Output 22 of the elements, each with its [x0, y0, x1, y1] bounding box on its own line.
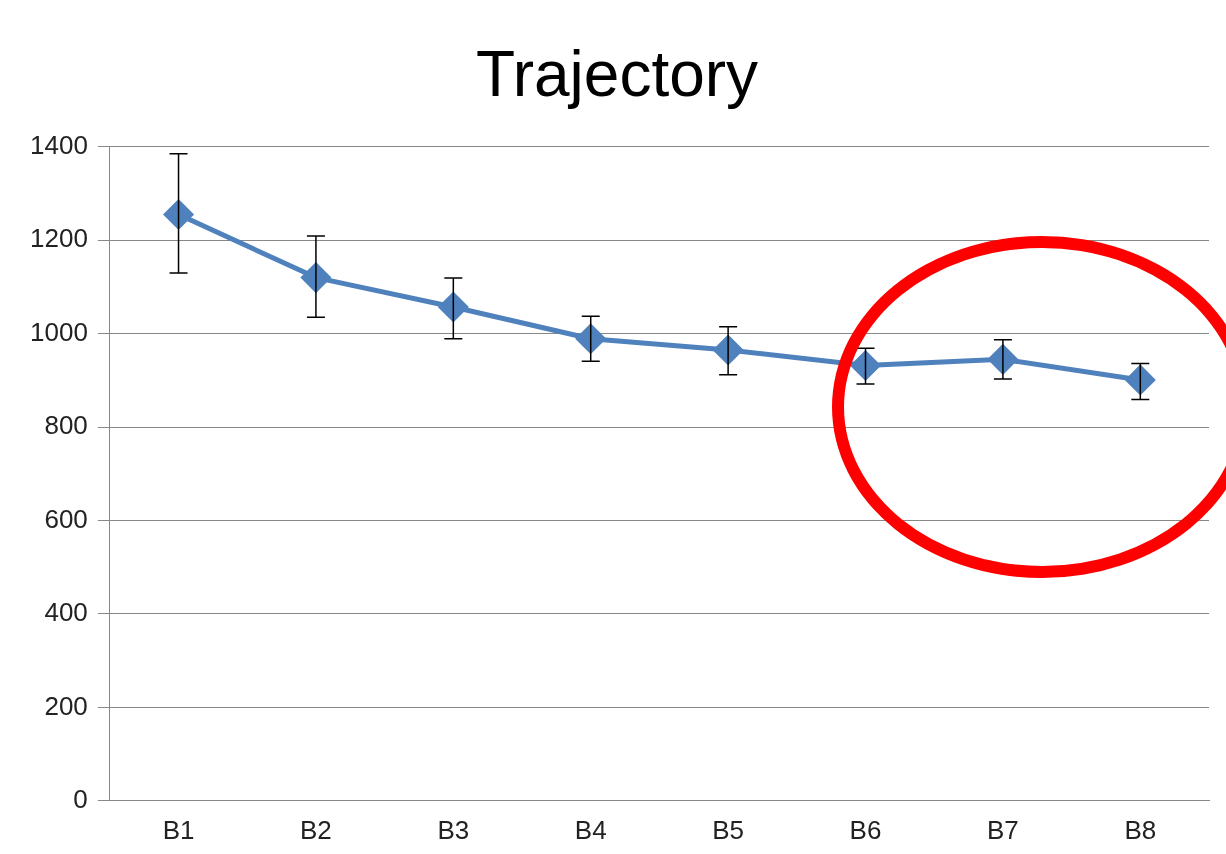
- x-tick-label: B7: [987, 814, 1019, 845]
- y-tick-label: 0: [73, 783, 88, 814]
- y-tick-label: 800: [44, 410, 88, 441]
- x-tick-label: B8: [1124, 814, 1157, 845]
- y-tick-label: 1400: [30, 129, 88, 160]
- y-tick-label: 600: [44, 503, 88, 534]
- y-tick-label: 1000: [30, 316, 88, 347]
- x-tick-label: B5: [712, 814, 745, 845]
- point: [576, 324, 606, 354]
- point: [1125, 365, 1155, 395]
- point: [851, 350, 881, 380]
- x-tick-label: B1: [162, 814, 195, 845]
- point: [438, 292, 468, 322]
- x-tick-label: B6: [849, 814, 882, 845]
- x-tick-label: B4: [574, 814, 607, 845]
- y-tick-label: 400: [44, 597, 88, 628]
- x-tick-label: B2: [300, 814, 332, 845]
- y-tick-label: 1200: [30, 223, 88, 254]
- y-tick-label: 200: [44, 690, 88, 721]
- chart-title: Trajectory: [475, 38, 759, 111]
- x-tick-label: B3: [437, 814, 470, 845]
- point: [164, 200, 194, 230]
